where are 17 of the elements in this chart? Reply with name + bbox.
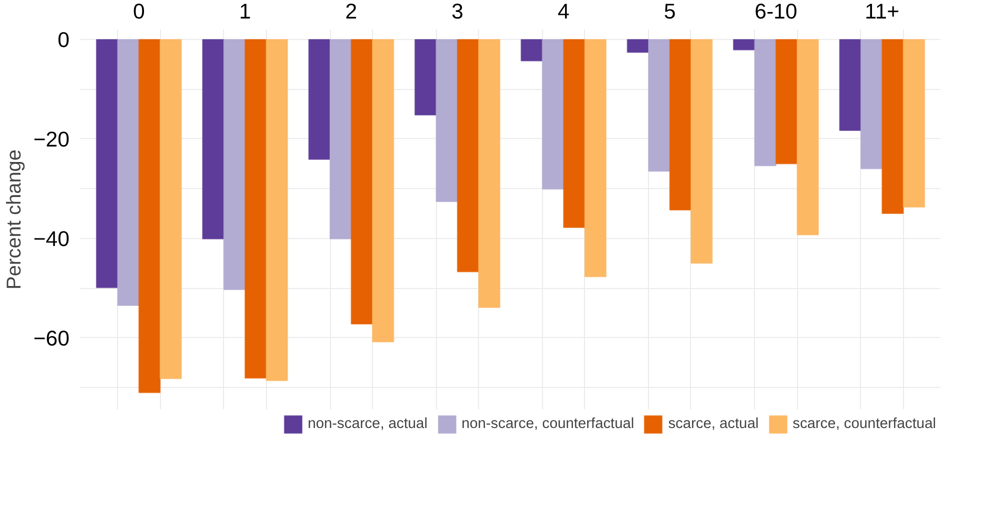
x-tick-label: 1 xyxy=(239,0,252,24)
x-tick-label: 0 xyxy=(132,0,145,24)
x-tick-label: 6-10 xyxy=(754,0,798,24)
legend-label: scarce, counterfactual xyxy=(792,416,936,432)
y-tick-label: −60 xyxy=(33,326,70,350)
y-tick-label: −40 xyxy=(33,226,70,251)
legend-label: scarce, actual xyxy=(668,416,759,432)
x-tick-label: 2 xyxy=(345,0,358,24)
y-axis-title: Percent change xyxy=(3,149,26,290)
y-tick-label: −20 xyxy=(33,127,70,152)
x-tick-label: 3 xyxy=(451,0,464,24)
x-tick-label: 11+ xyxy=(864,0,900,24)
legend-label: non-scarce, actual xyxy=(308,416,428,432)
y-tick-label: 0 xyxy=(58,28,70,52)
x-tick-label: 5 xyxy=(664,0,676,24)
legend-label: non-scarce, counterfactual xyxy=(461,416,634,432)
x-tick-label: 4 xyxy=(558,0,570,24)
